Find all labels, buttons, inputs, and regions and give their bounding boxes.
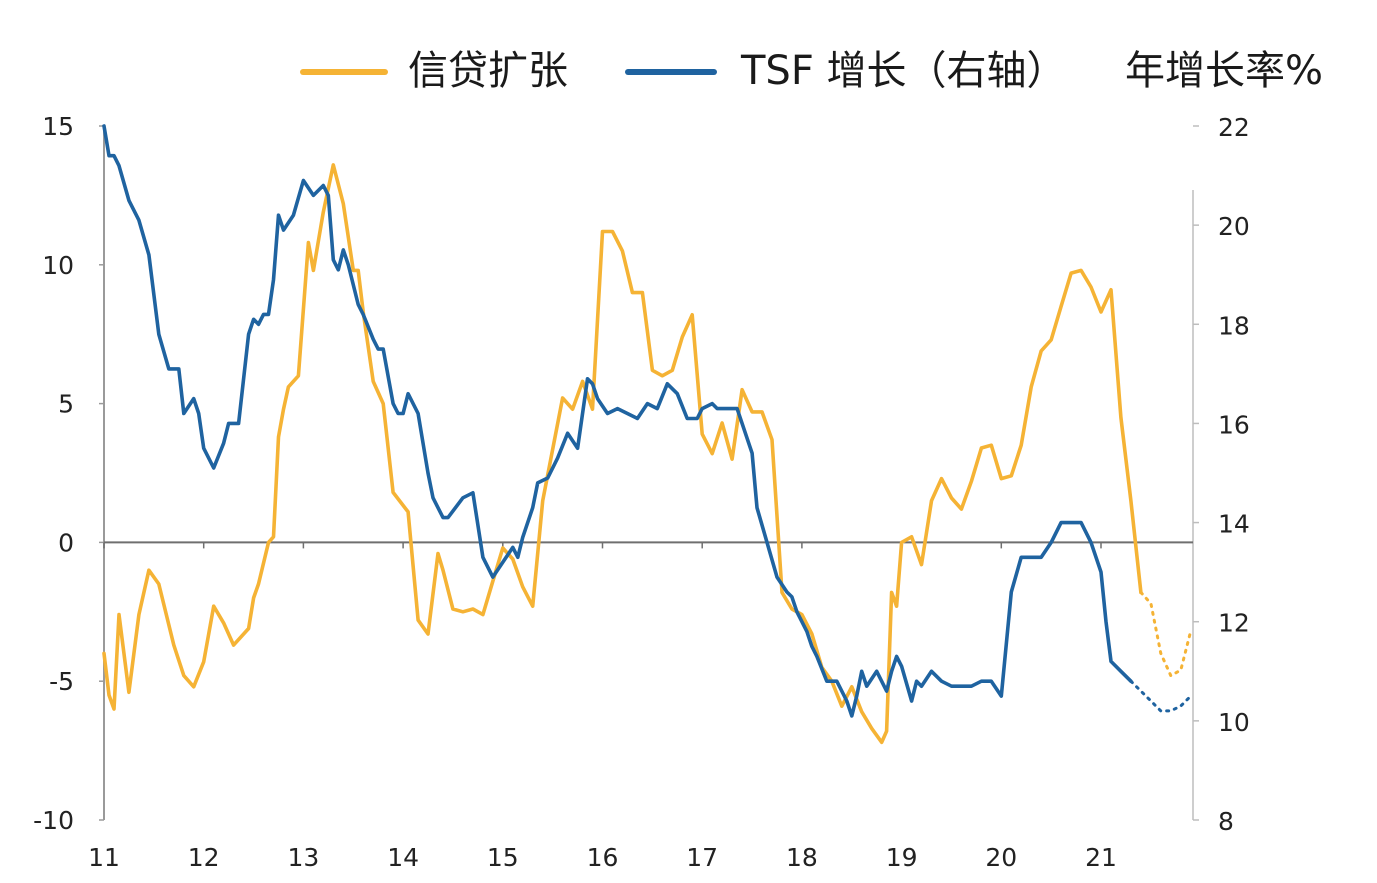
x-tick-label: 18 <box>786 843 818 872</box>
x-tick-label: 20 <box>985 843 1017 872</box>
legend-swatch-credit <box>300 69 388 75</box>
x-tick-label: 12 <box>188 843 220 872</box>
right-tick-label: 22 <box>1218 113 1250 142</box>
x-tick-label: 15 <box>487 843 519 872</box>
left-tick-label: -10 <box>33 806 74 835</box>
x-tick-label: 14 <box>387 843 419 872</box>
unit-label: 年增长率% <box>1125 48 1324 94</box>
tick-labels: 15 10 5 0 -5 -10 22 20 18 16 14 12 10 8 11 12 13 14 15 16 17… <box>33 112 1250 872</box>
x-tick-label: 19 <box>886 843 918 872</box>
x-tick-label: 17 <box>686 843 718 872</box>
legend-label-credit: 信贷扩张 <box>408 48 568 94</box>
right-tick-label: 20 <box>1218 212 1250 241</box>
legend: 信贷扩张 TSF 增长（右轴） <box>0 46 1377 96</box>
tsf-growth-forecast-line <box>1129 679 1193 713</box>
credit-expansion-forecast-line <box>1139 590 1193 678</box>
left-tick-label: -5 <box>49 667 74 696</box>
right-tick-label: 10 <box>1218 708 1250 737</box>
x-tick-label: 21 <box>1085 843 1117 872</box>
right-tick-label: 16 <box>1218 410 1250 439</box>
series-lines <box>102 124 1193 745</box>
x-tick-label: 11 <box>88 843 120 872</box>
legend-label-tsf: TSF 增长（右轴） <box>741 48 1067 94</box>
legend-swatch-tsf <box>625 69 717 75</box>
x-tick-label: 16 <box>587 843 619 872</box>
credit-expansion-line <box>102 163 1143 745</box>
tsf-growth-line <box>102 124 1133 718</box>
left-tick-label: 10 <box>42 251 74 280</box>
x-tick-label: 13 <box>287 843 319 872</box>
chart-axes <box>99 125 1199 821</box>
right-tick-label: 14 <box>1218 510 1250 539</box>
right-tick-label: 8 <box>1218 807 1234 836</box>
left-tick-label: 5 <box>58 390 74 419</box>
right-tick-label: 12 <box>1218 609 1250 638</box>
left-tick-label: 15 <box>42 112 74 141</box>
right-tick-label: 18 <box>1218 311 1250 340</box>
left-tick-label: 0 <box>58 528 74 557</box>
